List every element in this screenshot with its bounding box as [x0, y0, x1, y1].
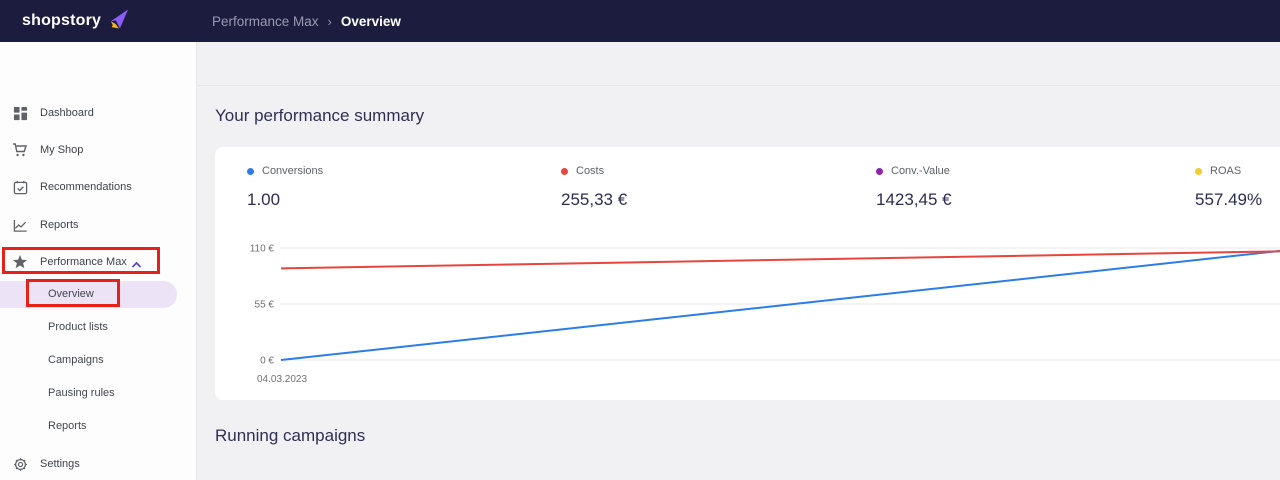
breadcrumb-separator-icon: ›	[327, 13, 332, 29]
kpi-label: Costs	[576, 165, 605, 177]
sidebar-subitem-product-lists[interactable]: Product lists	[0, 318, 197, 336]
svg-text:110 €: 110 €	[250, 244, 275, 255]
kpi-conversions: Conversions 1.00	[247, 165, 527, 210]
sidebar-item-recommendations[interactable]: Recommendations	[0, 178, 197, 196]
chevron-up-icon	[131, 256, 142, 274]
sidebar-subitem-label: Reports	[48, 420, 87, 432]
sidebar-item-label: Reports	[40, 219, 79, 231]
sidebar-item-label: Settings	[40, 458, 80, 470]
sidebar-subitem-overview[interactable]: Overview	[0, 285, 197, 303]
logo[interactable]: shopstory	[22, 0, 130, 42]
svg-text:55 €: 55 €	[255, 300, 275, 311]
kpi-value: 1.00	[247, 190, 281, 209]
roas-dot-icon	[1195, 167, 1202, 175]
sidebar: Dashboard My Shop Recommendations	[0, 42, 197, 480]
kpi-value: 1423,45 €	[876, 190, 952, 209]
kpi-costs: Costs 255,33 €	[561, 165, 841, 210]
sidebar-subitem-campaigns[interactable]: Campaigns	[0, 351, 197, 369]
kpi-value: 557.49%	[1195, 190, 1263, 209]
toolbar-divider	[198, 85, 1280, 86]
x-axis-date-label: 04.03.2023	[257, 374, 308, 385]
breadcrumb-parent[interactable]: Performance Max	[212, 13, 319, 29]
sidebar-item-label: Recommendations	[40, 181, 132, 193]
costs-dot-icon	[561, 167, 568, 175]
sidebar-subitem-label: Pausing rules	[48, 387, 115, 399]
main-content: Your performance summary Conversions 1.0…	[198, 42, 1280, 480]
kpi-roas: ROAS 557.49%	[1195, 165, 1280, 210]
svg-text:0 €: 0 €	[260, 356, 274, 367]
breadcrumb: Performance Max › Overview	[212, 0, 401, 42]
cart-icon	[12, 142, 28, 158]
sidebar-item-label: Performance Max	[40, 256, 127, 268]
performance-summary-card: Conversions 1.00 Costs 255,33 € Conv.-Va…	[215, 147, 1280, 400]
active-item-highlight	[0, 281, 177, 308]
kpi-label: Conv.-Value	[891, 165, 950, 177]
sidebar-item-label: Dashboard	[40, 107, 94, 119]
sidebar-item-dashboard[interactable]: Dashboard	[0, 104, 197, 122]
sidebar-subitem-reports[interactable]: Reports	[0, 417, 197, 435]
sidebar-subitem-label: Campaigns	[48, 354, 104, 366]
summary-title: Your performance summary	[215, 106, 425, 125]
kpi-label: ROAS	[1210, 165, 1242, 177]
kpi-value: 255,33 €	[561, 190, 628, 209]
sidebar-item-performance-max[interactable]: Performance Max	[0, 253, 197, 271]
sidebar-subitem-label: Overview	[48, 288, 94, 300]
star-icon	[12, 254, 28, 270]
dashboard-icon	[12, 105, 28, 121]
sidebar-item-label: My Shop	[40, 144, 84, 156]
app-header: shopstory Performance Max › Overview	[0, 0, 1280, 42]
kpi-label: Conversions	[262, 165, 324, 177]
sidebar-subitem-pausing-rules[interactable]: Pausing rules	[0, 384, 197, 402]
performance-line-chart[interactable]: 0 € 55 € 110 €	[248, 242, 1280, 392]
logo-text: shopstory	[22, 12, 102, 29]
breadcrumb-current: Overview	[340, 13, 401, 29]
running-campaigns-title: Running campaigns	[215, 426, 366, 445]
conversions-dot-icon	[247, 167, 254, 175]
chart-icon	[12, 217, 28, 233]
sidebar-item-my-shop[interactable]: My Shop	[0, 141, 197, 159]
paper-plane-icon	[108, 8, 130, 34]
conv-value-dot-icon	[876, 167, 883, 175]
sidebar-item-settings[interactable]: Settings	[0, 455, 197, 473]
kpi-conv-value: Conv.-Value 1423,45 €	[876, 165, 1156, 210]
sidebar-subitem-label: Product lists	[48, 321, 108, 333]
calendar-check-icon	[12, 179, 28, 195]
sidebar-item-reports[interactable]: Reports	[0, 216, 197, 234]
gear-icon	[12, 456, 28, 472]
